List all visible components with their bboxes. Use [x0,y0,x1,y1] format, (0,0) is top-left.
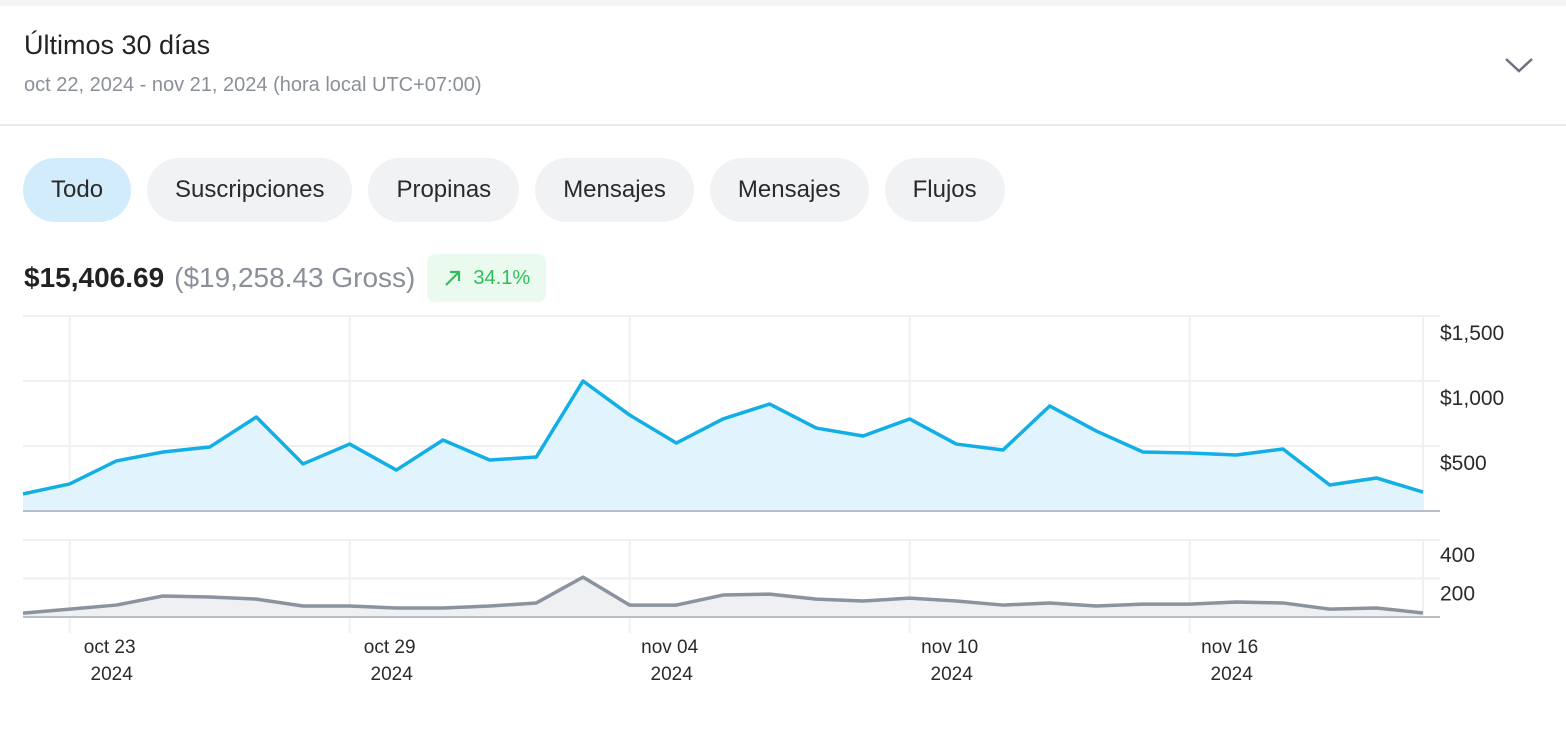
tab-mensajes[interactable]: Mensajes [535,158,694,222]
x-tick-year: 2024 [651,664,694,685]
tab-propinas[interactable]: Propinas [368,158,520,222]
x-tick-label: oct 29 [364,637,416,658]
x-tick-label: nov 10 [921,637,978,658]
y-tick-label: 200 [1440,583,1475,606]
change-badge: 34.1% [427,254,547,302]
gross-total: ($19,258.43 Gross) [174,262,416,293]
top-strip [0,0,1566,6]
filter-tabs: Todo Suscripciones Propinas Mensajes Men… [23,158,1005,222]
x-tick-year: 2024 [91,664,134,685]
series-area [23,381,1423,511]
net-total: $15,406.69 [24,262,165,293]
summary: $15,406.69 ($19,258.43 Gross) 34.1% [24,254,547,302]
arrow-up-right-icon [445,270,461,286]
change-value: 34.1% [473,266,531,289]
x-tick-year: 2024 [371,664,414,685]
tab-flujos[interactable]: Flujos [884,158,1005,222]
tab-suscripciones[interactable]: Suscripciones [147,158,353,222]
x-tick-label: nov 16 [1201,637,1258,658]
earnings-chart: $500 $1,000 $1,500 200 400 oct 23 2024 oct 29 20… [22,315,1504,685]
y-tick-label: $1,000 [1440,387,1504,410]
x-tick-label: nov 04 [641,637,698,658]
y-tick-label: $1,500 [1440,322,1504,345]
y-tick-label: 400 [1440,544,1475,567]
chevron-down-icon[interactable] [1502,50,1536,80]
x-tick-year: 2024 [1211,664,1254,685]
tab-todo[interactable]: Todo [23,158,132,222]
y-tick-label: $500 [1440,452,1487,475]
period-title: Últimos 30 días [24,30,211,60]
x-tick-label: oct 23 [84,637,136,658]
tab-mensajes-2[interactable]: Mensajes [709,158,869,222]
x-tick-year: 2024 [931,664,974,685]
date-range: oct 22, 2024 - nov 21, 2024 (hora local … [24,74,482,96]
divider [0,124,1566,126]
